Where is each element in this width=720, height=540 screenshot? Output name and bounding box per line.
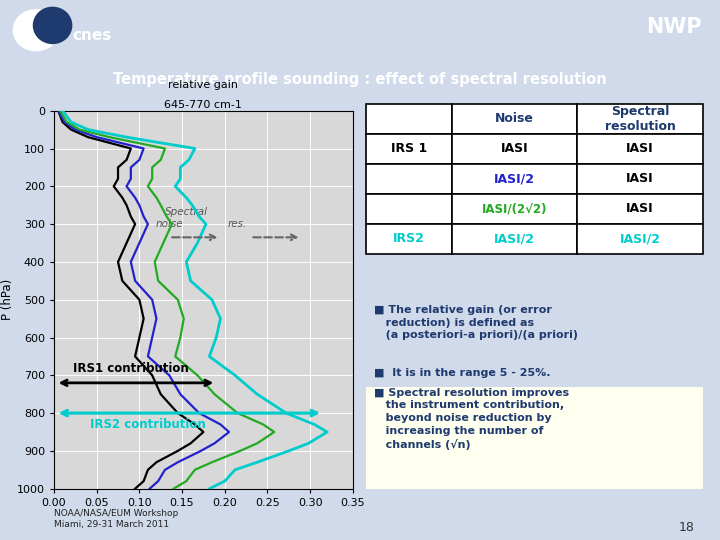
Text: IASI: IASI [626, 172, 654, 185]
Text: NOAA/NASA/EUM Workshop
Miami, 29-31 March 2011: NOAA/NASA/EUM Workshop Miami, 29-31 Marc… [54, 509, 179, 530]
Text: IASI: IASI [626, 142, 654, 155]
Text: IRS1 contribution: IRS1 contribution [73, 361, 189, 375]
Text: IRS 1: IRS 1 [390, 142, 427, 155]
Text: 18: 18 [679, 521, 695, 534]
Text: NWP: NWP [647, 17, 702, 37]
Text: relative gain: relative gain [168, 80, 238, 90]
Ellipse shape [12, 9, 60, 51]
Y-axis label: P (hPa): P (hPa) [1, 279, 14, 320]
Text: IASI/2: IASI/2 [619, 232, 660, 245]
Ellipse shape [32, 6, 72, 44]
Text: Spectral
resolution: Spectral resolution [605, 105, 675, 133]
Text: IRS2: IRS2 [393, 232, 425, 245]
Text: IASI/(2√2): IASI/(2√2) [482, 202, 547, 215]
Text: Spectral: Spectral [165, 207, 208, 217]
Text: Temperature profile sounding : effect of spectral resolution: Temperature profile sounding : effect of… [113, 72, 607, 87]
Text: IASI/2: IASI/2 [494, 172, 535, 185]
Text: IASI: IASI [500, 142, 528, 155]
Text: 645-770 cm-1: 645-770 cm-1 [164, 100, 243, 110]
Text: noise: noise [156, 219, 183, 229]
Text: res.: res. [228, 219, 247, 229]
Text: IASI: IASI [626, 202, 654, 215]
Text: ■ Spectral resolution improves
   the instrument contribution,
   beyond noise r: ■ Spectral resolution improves the instr… [374, 388, 570, 450]
Text: IRS2 contribution: IRS2 contribution [90, 418, 206, 431]
Text: cnes: cnes [72, 28, 112, 43]
Text: ■  It is in the range 5 - 25%.: ■ It is in the range 5 - 25%. [374, 368, 551, 378]
Text: IASI/2: IASI/2 [494, 232, 535, 245]
Text: ■ The relative gain (or error
   reduction) is defined as
   (a posteriori-a pri: ■ The relative gain (or error reduction)… [374, 305, 578, 341]
Text: Noise: Noise [495, 112, 534, 125]
